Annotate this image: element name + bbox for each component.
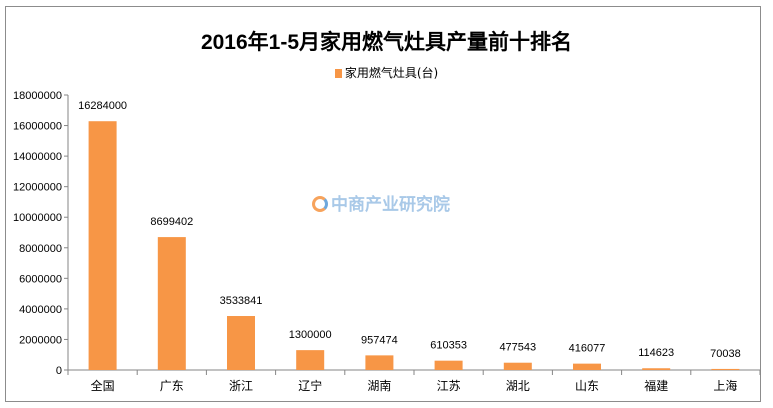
y-tick-label: 0	[56, 365, 62, 377]
bar-江苏	[434, 360, 463, 370]
watermark-logo-icon	[312, 196, 328, 212]
x-tick-label: 上海	[713, 378, 737, 393]
data-label: 610353	[430, 340, 467, 352]
bar-湖南	[365, 355, 394, 370]
bar-湖北	[503, 362, 532, 370]
y-tick-label: 6000000	[19, 273, 62, 285]
y-tick-label: 2000000	[19, 334, 62, 346]
bar-福建	[642, 368, 671, 370]
data-label: 477543	[499, 342, 536, 354]
data-label: 1300000	[289, 329, 332, 341]
bar-广东	[157, 237, 186, 370]
data-label: 416077	[569, 343, 606, 355]
watermark-text: 中商产业研究院	[331, 195, 450, 215]
data-label: 957474	[361, 334, 398, 346]
x-tick-label: 江苏	[437, 379, 461, 393]
x-tick-label: 广东	[160, 379, 184, 393]
x-tick-label: 湖南	[367, 378, 391, 393]
bar-全国	[88, 121, 117, 370]
y-tick-label: 12000000	[13, 182, 62, 194]
y-tick-label: 16000000	[13, 121, 62, 133]
legend-label: 家用燃气灶具(台)	[344, 66, 439, 80]
y-tick-label: 4000000	[19, 304, 62, 316]
x-tick-label: 辽宁	[298, 378, 322, 393]
y-tick-label: 14000000	[13, 151, 62, 163]
bar-山东	[573, 363, 601, 370]
y-tick-label: 10000000	[13, 212, 62, 224]
x-tick-label: 山东	[575, 379, 599, 393]
watermark: 中商产业研究院	[312, 190, 450, 215]
bar-辽宁	[296, 350, 325, 370]
data-label: 114623	[638, 347, 674, 359]
y-tick-label: 18000000	[13, 90, 62, 102]
x-tick-label: 全国	[91, 378, 115, 393]
chart-frame	[5, 6, 761, 402]
bar-浙江	[227, 316, 255, 370]
legend-swatch	[334, 69, 342, 78]
data-label: 16284000	[78, 100, 127, 112]
data-label: 8699402	[150, 216, 193, 228]
data-label: 3533841	[220, 295, 263, 307]
legend: 家用燃气灶具(台)	[0, 64, 773, 81]
x-tick-label: 福建	[644, 378, 668, 393]
x-tick-label: 湖北	[506, 378, 530, 393]
chart-title: 2016年1-5月家用燃气灶具产量前十排名	[200, 31, 573, 54]
y-tick-label: 8000000	[19, 243, 62, 255]
data-label: 70038	[710, 348, 741, 360]
bar-上海	[711, 368, 740, 370]
x-tick-label: 浙江	[229, 379, 253, 393]
